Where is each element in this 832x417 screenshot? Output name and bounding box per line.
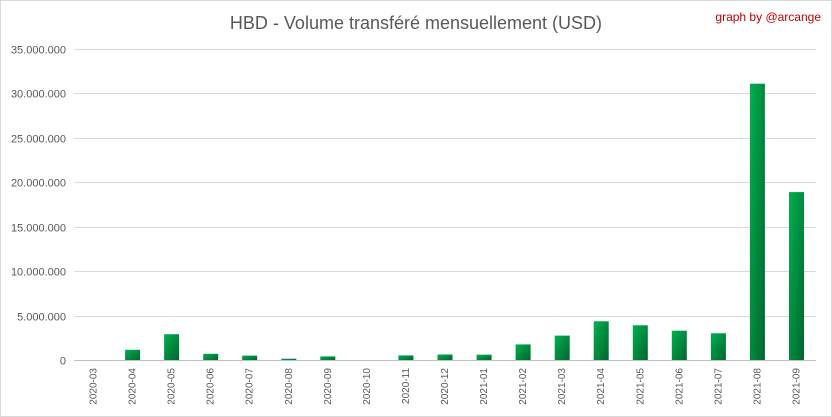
x-tick-label: 2020-11 (401, 368, 412, 404)
x-tick-label: 2021-06 (674, 368, 685, 405)
bar-2020-05 (164, 334, 180, 360)
chart-title: HBD - Volume transféré mensuellement (US… (229, 13, 603, 33)
x-tick-label: 2021-04 (596, 368, 607, 405)
bar-2020-08 (281, 358, 297, 360)
x-tick-label: 2021-03 (557, 368, 568, 405)
bar-2020-07 (242, 355, 258, 360)
y-axis-ticks: 0 5.000.000 10.000.000 15.000.000 20.000.000… (11, 45, 66, 368)
x-tick-label: 2021-02 (518, 368, 529, 405)
bar-2021-09 (789, 192, 804, 360)
x-tick-label: 2020-07 (245, 368, 256, 405)
x-tick-label: 2020-12 (440, 368, 451, 405)
bar-2021-08 (749, 83, 765, 360)
bar-2021-05 (632, 325, 648, 360)
chart-credit: graph by @arcange (715, 10, 821, 24)
y-tick-label: 25.000.000 (11, 134, 66, 146)
bar-2021-06 (671, 330, 687, 360)
x-tick-label: 2021-08 (752, 368, 763, 405)
x-tick-label: 2021-01 (479, 368, 490, 405)
bar-2021-07 (710, 333, 726, 360)
bar-2021-02 (515, 344, 531, 360)
y-tick-label: 20.000.000 (11, 178, 66, 190)
bar-2021-03 (554, 335, 570, 360)
x-tick-label: 2021-07 (713, 368, 724, 405)
bar-2021-01 (476, 354, 492, 360)
bar-2020-11 (398, 355, 414, 360)
y-tick-label: 0 (60, 356, 66, 368)
x-axis-ticks: 2020-03 2020-04 2020-05 2020-06 2020-07 2020-… (89, 368, 803, 405)
x-tick-label: 2021-05 (635, 368, 646, 405)
x-tick-label: 2020-05 (167, 368, 178, 405)
y-tick-label: 30.000.000 (11, 89, 66, 101)
x-tick-label: 2021-09 (791, 368, 802, 405)
x-tick-label: 2020-10 (362, 368, 373, 405)
y-tick-label: 10.000.000 (11, 267, 66, 279)
y-tick-label: 15.000.000 (11, 223, 66, 235)
bar-2020-12 (437, 354, 453, 360)
bar-2020-04 (125, 349, 141, 360)
bar-2020-06 (203, 353, 219, 360)
bar-2021-04 (593, 321, 609, 360)
bar-2020-09 (320, 356, 336, 360)
x-tick-label: 2020-08 (284, 368, 295, 405)
x-tick-label: 2020-03 (89, 368, 100, 405)
x-tick-label: 2020-04 (128, 368, 139, 405)
bars (125, 83, 804, 360)
y-tick-label: 5.000.000 (17, 312, 66, 324)
gridlines (74, 49, 816, 361)
x-tick-label: 2020-09 (323, 368, 334, 405)
x-tick-label: 2020-06 (206, 368, 217, 405)
y-tick-label: 35.000.000 (11, 45, 66, 57)
